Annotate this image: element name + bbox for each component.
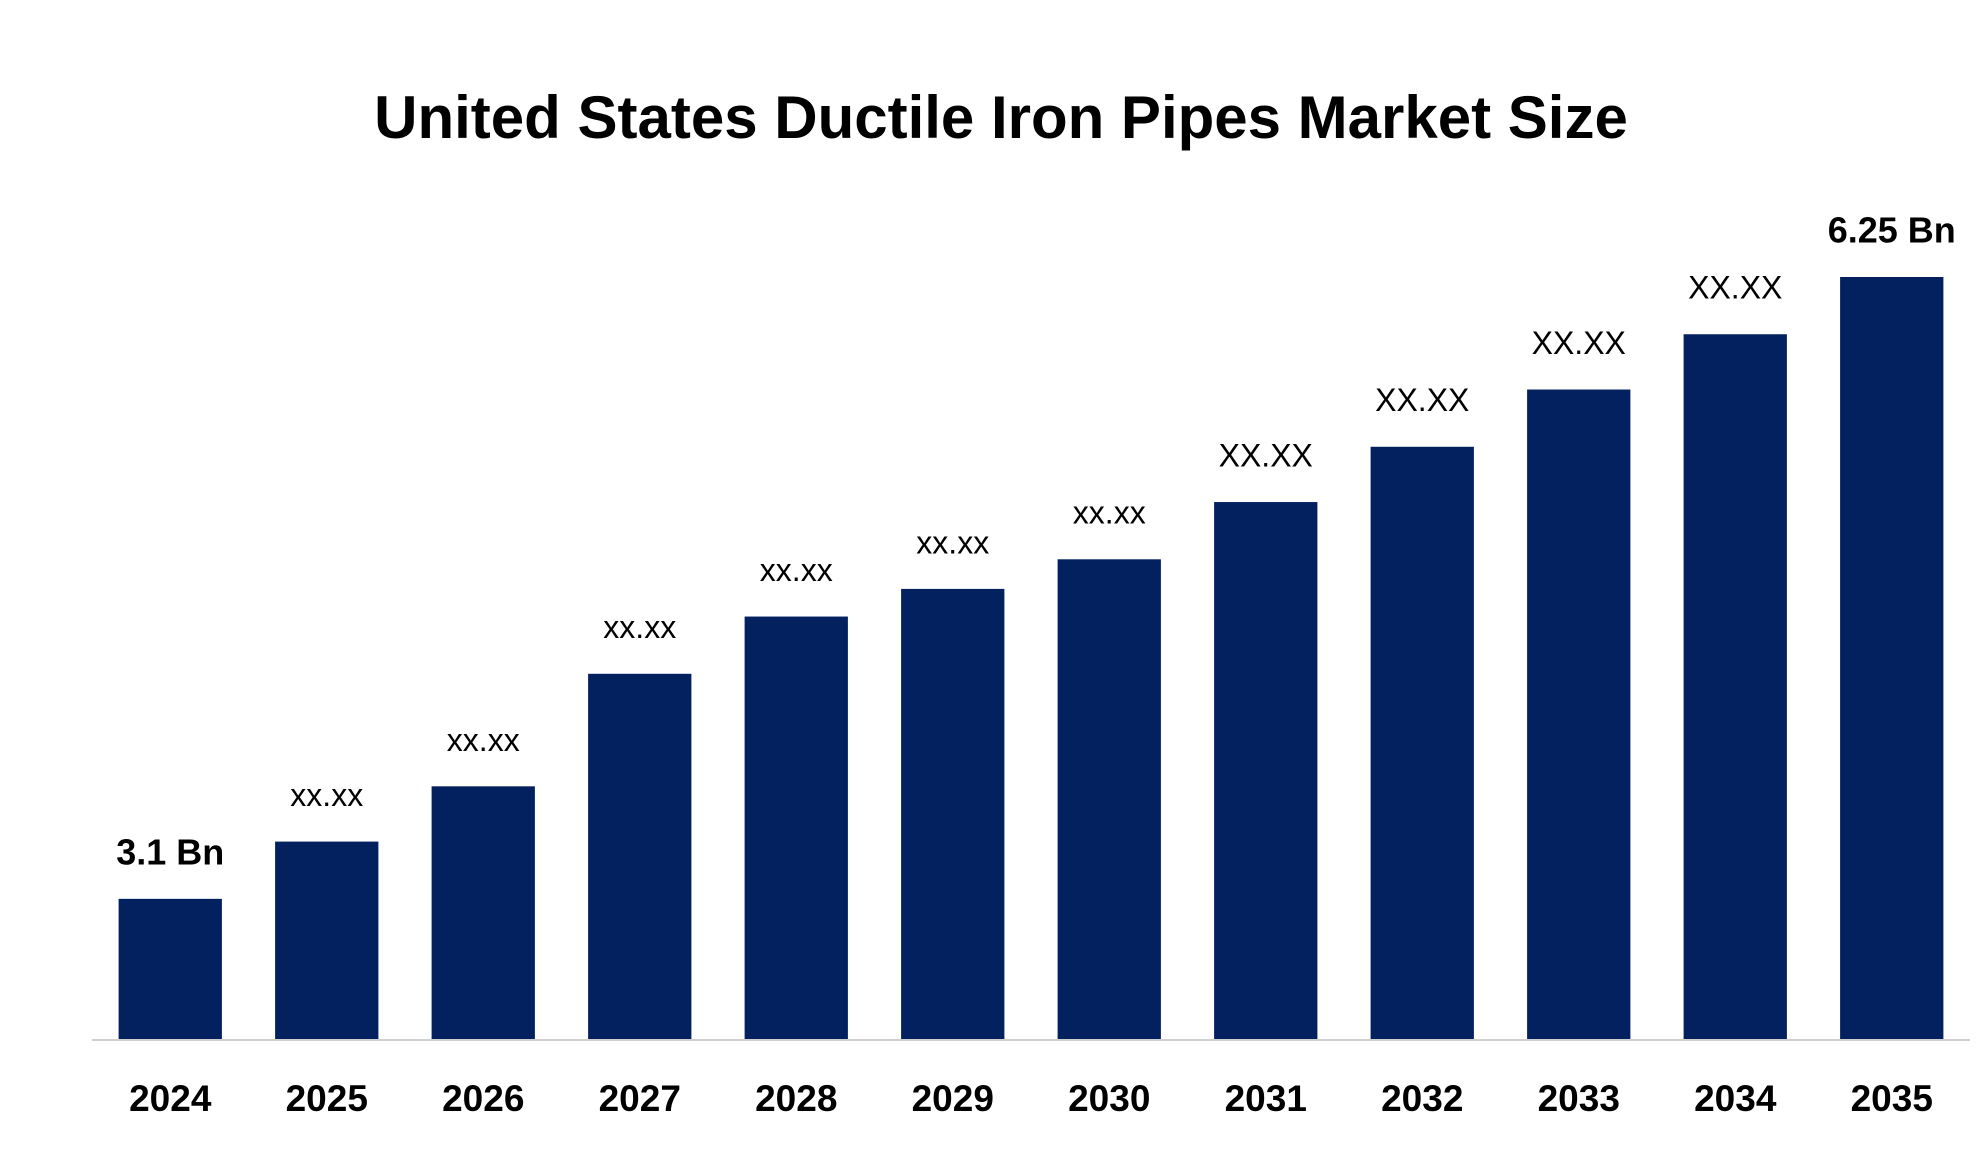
bar	[1057, 559, 1161, 1039]
value-label: xx.xx	[1073, 495, 1146, 531]
bar	[275, 841, 379, 1039]
bar	[431, 786, 535, 1039]
value-label: 3.1 Bn	[116, 831, 224, 872]
value-label: xx.xx	[760, 552, 833, 588]
value-label: xx.xx	[290, 777, 363, 813]
value-label: xx.xx	[916, 524, 989, 560]
value-label: xx.xx	[603, 609, 676, 645]
value-label: XX.XX	[1532, 325, 1626, 361]
x-tick-label: 2025	[286, 1078, 368, 1119]
x-tick-label: 2028	[755, 1078, 837, 1119]
value-label: xx.xx	[447, 722, 520, 758]
x-tick-label: 2032	[1381, 1078, 1463, 1119]
x-tick-label: 2033	[1538, 1078, 1620, 1119]
x-tick-label: 2024	[129, 1078, 212, 1119]
x-tick-label: 2031	[1225, 1078, 1307, 1119]
chart-title: United States Ductile Iron Pipes Market …	[374, 84, 1628, 151]
bar	[901, 588, 1005, 1039]
x-tick-label: 2026	[442, 1078, 524, 1119]
bar	[1683, 334, 1787, 1039]
bar	[1370, 446, 1474, 1039]
value-label: 6.25 Bn	[1828, 210, 1956, 251]
x-tick-label: 2029	[912, 1078, 994, 1119]
x-tick-label: 2035	[1851, 1078, 1933, 1119]
bar	[744, 616, 848, 1039]
bar	[1214, 502, 1318, 1039]
value-label: XX.XX	[1688, 270, 1782, 306]
bar	[1840, 277, 1944, 1039]
x-tick-label: 2030	[1068, 1078, 1150, 1119]
bar	[588, 673, 692, 1039]
x-tick-label: 2027	[599, 1078, 681, 1119]
value-label: XX.XX	[1219, 437, 1313, 473]
bar	[118, 898, 222, 1039]
value-label: XX.XX	[1375, 382, 1469, 418]
x-tick-label: 2034	[1694, 1078, 1777, 1119]
bar	[1527, 389, 1631, 1039]
